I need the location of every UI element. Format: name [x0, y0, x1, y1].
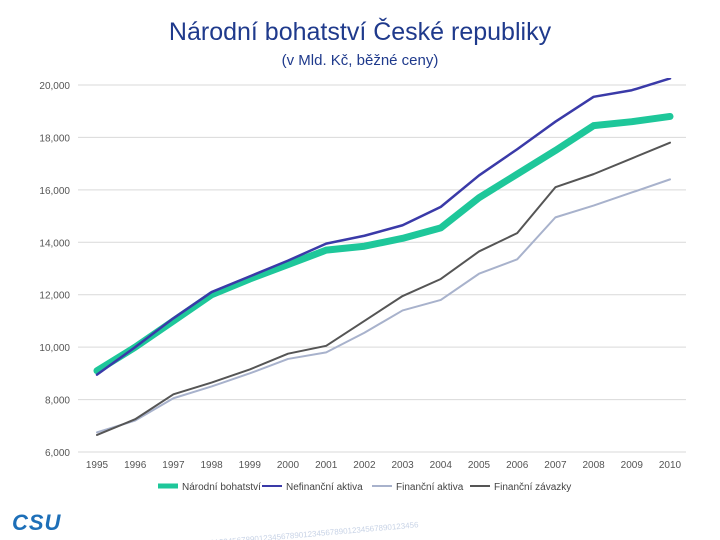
legend-label: Finanční aktiva: [396, 482, 464, 493]
legend: Národní bohatství Nefinanční aktiva Finanč…: [158, 482, 571, 493]
legend-label: Nefinanční aktiva: [286, 482, 363, 493]
x-tick-label: 2004: [430, 460, 453, 471]
chart-title: Národní bohatství České republiky: [168, 18, 552, 46]
x-tick-label: 2001: [315, 460, 338, 471]
x-axis: 1995 1996 1997 1998 1999 2000 2001 2002 2003 2004…: [86, 460, 682, 471]
y-tick-label: 18,000: [39, 133, 70, 144]
series-line-1: [93, 112, 674, 375]
x-tick-label: 2009: [621, 460, 644, 471]
x-tick-label: 1997: [162, 460, 185, 471]
series-line-3: [96, 178, 671, 434]
x-tick-label: 1999: [239, 460, 262, 471]
y-tick-label: 8,000: [45, 396, 70, 407]
y-tick-label: 16,000: [39, 186, 70, 197]
y-tick-label: 14,000: [39, 238, 70, 249]
x-tick-label: 2007: [544, 460, 567, 471]
series-line-4: [96, 141, 671, 436]
legend-label: Národní bohatství: [182, 482, 261, 493]
y-tick-label: 6,000: [45, 448, 70, 459]
x-tick-label: 1995: [86, 460, 109, 471]
x-tick-label: 2008: [582, 460, 605, 471]
y-tick-label: 12,000: [39, 291, 70, 302]
footer-watermark: 1234567890123456789012345678901234567890…: [81, 520, 419, 540]
watermark-digits: 1234567890123456789012345678901234567890…: [81, 520, 419, 540]
y-tick-label: 10,000: [39, 343, 70, 354]
x-tick-label: 2006: [506, 460, 529, 471]
x-tick-label: 2005: [468, 460, 491, 471]
chart-subtitle: (v Mld. Kč, běžné ceny): [281, 52, 439, 69]
x-tick-label: 1996: [124, 460, 147, 471]
series-lines: [93, 78, 674, 436]
x-tick-label: 1998: [200, 460, 223, 471]
csu-logo: CSU: [12, 510, 62, 535]
y-tick-label: 20,000: [39, 81, 70, 92]
series-line-2: [95, 78, 672, 376]
x-tick-label: 2000: [277, 460, 300, 471]
x-tick-label: 2002: [353, 460, 376, 471]
grid-lines: [78, 84, 686, 453]
legend-label: Finanční závazky: [494, 482, 571, 493]
y-axis: 6,000 8,000 10,000 12,000 14,000 16,000 18,000…: [39, 81, 70, 459]
x-tick-label: 2003: [391, 460, 414, 471]
x-tick-label: 2010: [659, 460, 682, 471]
